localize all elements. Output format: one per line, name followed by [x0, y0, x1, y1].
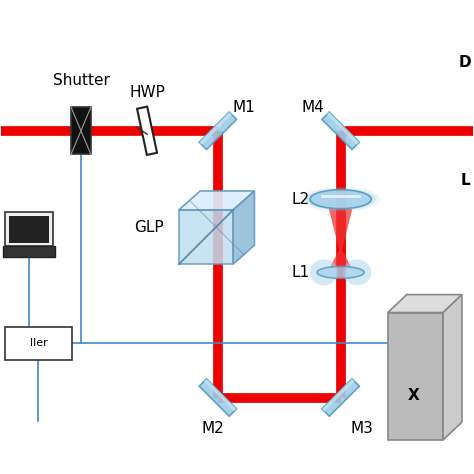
Polygon shape [137, 107, 157, 155]
Text: D: D [459, 55, 471, 70]
Text: Shutter: Shutter [53, 73, 109, 88]
Polygon shape [329, 209, 353, 267]
Text: M3: M3 [350, 421, 373, 436]
Text: ller: ller [29, 338, 47, 348]
Bar [71, 107, 91, 155]
Polygon shape [199, 379, 237, 416]
Text: L2: L2 [292, 191, 310, 207]
Polygon shape [179, 210, 233, 264]
Polygon shape [199, 112, 237, 149]
Polygon shape [322, 379, 359, 416]
Ellipse shape [301, 187, 381, 211]
Text: L1: L1 [292, 265, 310, 280]
Polygon shape [233, 191, 255, 264]
Polygon shape [322, 379, 355, 411]
Text: M1: M1 [232, 100, 255, 115]
Bar [5, 212, 53, 246]
Polygon shape [199, 112, 232, 145]
Bar [2, 246, 55, 257]
Ellipse shape [305, 188, 376, 210]
Ellipse shape [310, 259, 338, 285]
Bar [9, 216, 49, 243]
Text: HWP: HWP [129, 85, 165, 100]
Polygon shape [179, 191, 255, 210]
Ellipse shape [343, 259, 371, 285]
Text: GLP: GLP [134, 220, 164, 235]
Ellipse shape [310, 190, 371, 209]
Bar [5, 327, 72, 360]
Polygon shape [443, 295, 462, 440]
Text: L: L [461, 173, 471, 188]
Polygon shape [327, 112, 359, 145]
Ellipse shape [310, 190, 371, 209]
Polygon shape [388, 295, 462, 312]
Polygon shape [322, 112, 359, 149]
Text: X: X [408, 388, 419, 403]
Text: M2: M2 [202, 421, 225, 436]
Ellipse shape [317, 266, 364, 278]
Polygon shape [388, 312, 443, 440]
Text: M4: M4 [301, 100, 324, 115]
Polygon shape [204, 379, 237, 411]
